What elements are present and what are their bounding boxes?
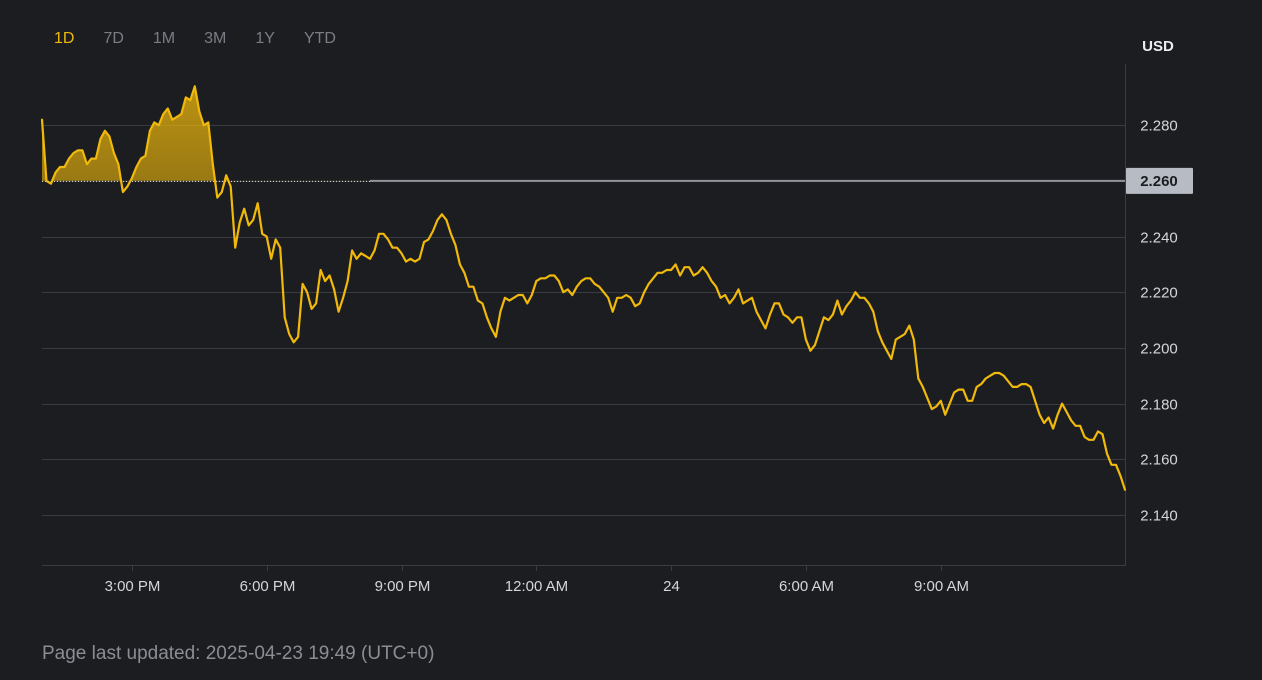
price-chart[interactable]: USD 2.2802.2402.2202.2002.1802.1602.140 …	[0, 0, 1262, 610]
grid-lines	[42, 125, 1125, 516]
y-tick-label: 2.200	[1140, 341, 1178, 358]
y-tick-label: 2.220	[1140, 285, 1178, 302]
x-tick-label: 24	[663, 578, 680, 595]
y-tick-label: 2.280	[1140, 118, 1178, 135]
y-tick-label: 2.160	[1140, 452, 1178, 469]
x-axis-labels: 3:00 PM 6:00 PM 9:00 PM 12:00 AM 24 6:00 AM 9:…	[105, 565, 969, 595]
timeframe-tabs: 1D 7D 1M 3M 1Y YTD	[54, 30, 365, 48]
x-tick-label: 6:00 AM	[779, 578, 834, 595]
y-tick-label: 2.240	[1140, 230, 1178, 247]
current-price-tag-label: 2.260	[1140, 173, 1178, 190]
tab-1y[interactable]: 1Y	[255, 30, 275, 47]
x-tick-label: 12:00 AM	[505, 578, 568, 595]
tab-3m[interactable]: 3M	[204, 30, 227, 47]
y-tick-label: 2.140	[1140, 508, 1178, 525]
tab-7d[interactable]: 7D	[103, 30, 124, 47]
tab-1d[interactable]: 1D	[54, 30, 75, 47]
x-tick-label: 3:00 PM	[105, 578, 161, 595]
currency-label: USD	[1142, 38, 1174, 55]
current-price-tag-bg	[1126, 167, 1193, 194]
y-tick-label: 2.180	[1140, 397, 1178, 414]
x-tick-label: 9:00 PM	[375, 578, 431, 595]
last-updated-text: Page last updated: 2025-04-23 19:49 (UTC…	[42, 643, 435, 664]
x-tick-label: 9:00 AM	[914, 578, 969, 595]
price-line	[40, 85, 1127, 491]
price-area-fill	[42, 86, 229, 181]
x-tick-label: 6:00 PM	[240, 578, 296, 595]
tab-1m[interactable]: 1M	[152, 30, 176, 47]
tab-ytd[interactable]: YTD	[303, 30, 336, 47]
current-price-tag: 2.260	[1126, 167, 1193, 194]
y-axis-labels: 2.280 2.240 2.220 2.200 2.180 2.160 2.140	[1140, 118, 1178, 525]
